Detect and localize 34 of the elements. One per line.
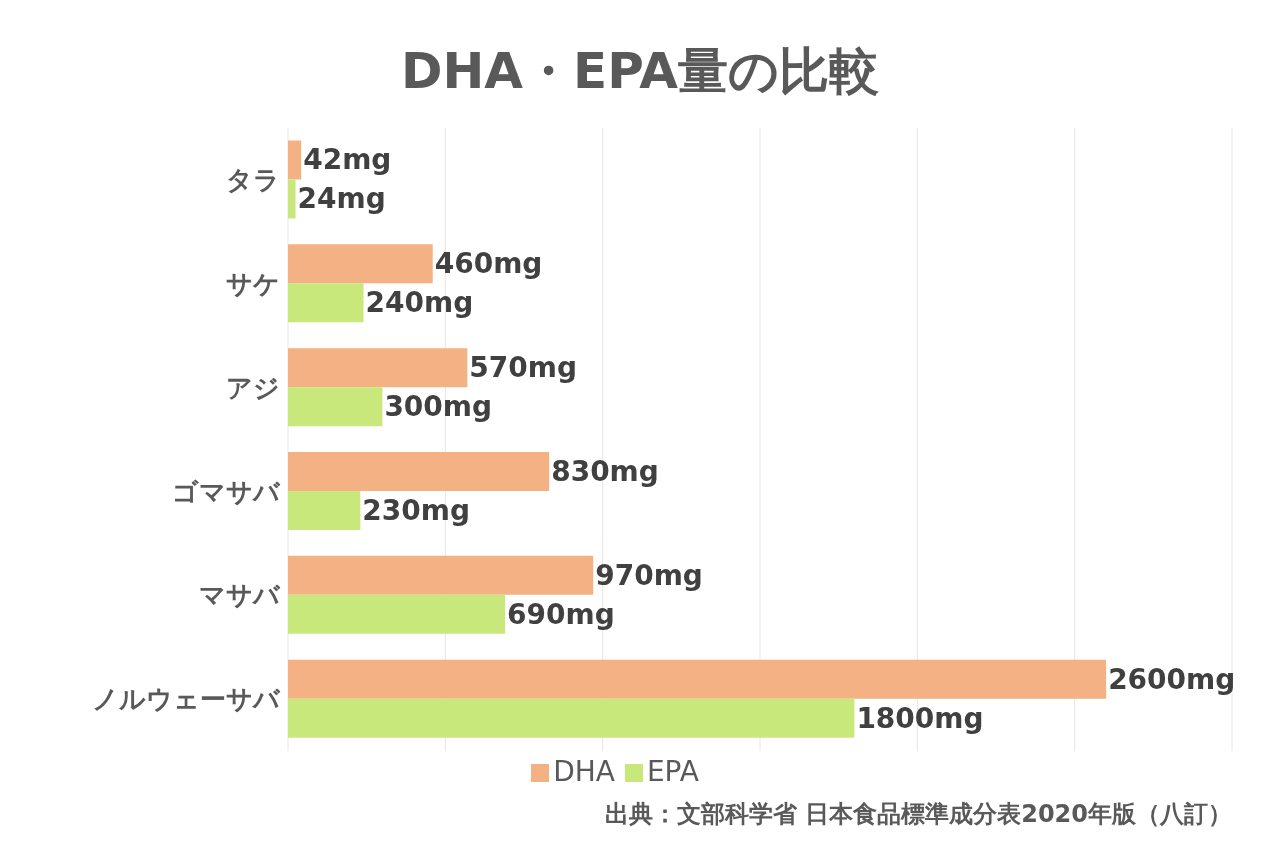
- bar: [288, 555, 594, 595]
- data-label: 2600mg: [1108, 662, 1236, 696]
- data-label: 300mg: [384, 390, 493, 424]
- bar: [288, 659, 1107, 699]
- bar: [288, 451, 550, 491]
- bar: [288, 594, 506, 634]
- data-label: 240mg: [365, 286, 474, 320]
- bar: [288, 490, 361, 530]
- data-label: 690mg: [507, 597, 615, 631]
- data-label: 970mg: [595, 558, 703, 592]
- chart-title: DHA・EPA量の比較: [400, 41, 880, 102]
- y-tick-label: ゴマサバ: [172, 476, 281, 507]
- data-label: 42mg: [303, 143, 392, 177]
- data-label: 830mg: [551, 454, 659, 488]
- source-note: 出典：文部科学省 日本食品標準成分表2020年版（八訂）: [603, 799, 1232, 830]
- bar: [288, 244, 433, 284]
- bar: [288, 387, 383, 427]
- data-label: 230mg: [362, 493, 471, 527]
- y-tick-label: マサバ: [199, 580, 281, 611]
- y-tick-label: タラ: [226, 165, 280, 196]
- data-label: 1800mg: [856, 701, 984, 735]
- data-label: 570mg: [469, 351, 578, 385]
- data-label: 24mg: [297, 182, 386, 216]
- y-tick-label: ノルウェーサバ: [92, 684, 281, 715]
- legend-label: DHA: [553, 755, 615, 788]
- bar: [288, 698, 855, 738]
- bar: [288, 283, 364, 323]
- y-tick-label: サケ: [226, 268, 280, 299]
- bar: [288, 348, 468, 388]
- data-label: 460mg: [434, 247, 543, 281]
- legend-label: EPA: [646, 755, 699, 788]
- y-tick-label: アジ: [226, 372, 280, 403]
- bar: [288, 179, 296, 219]
- bar: [288, 140, 302, 180]
